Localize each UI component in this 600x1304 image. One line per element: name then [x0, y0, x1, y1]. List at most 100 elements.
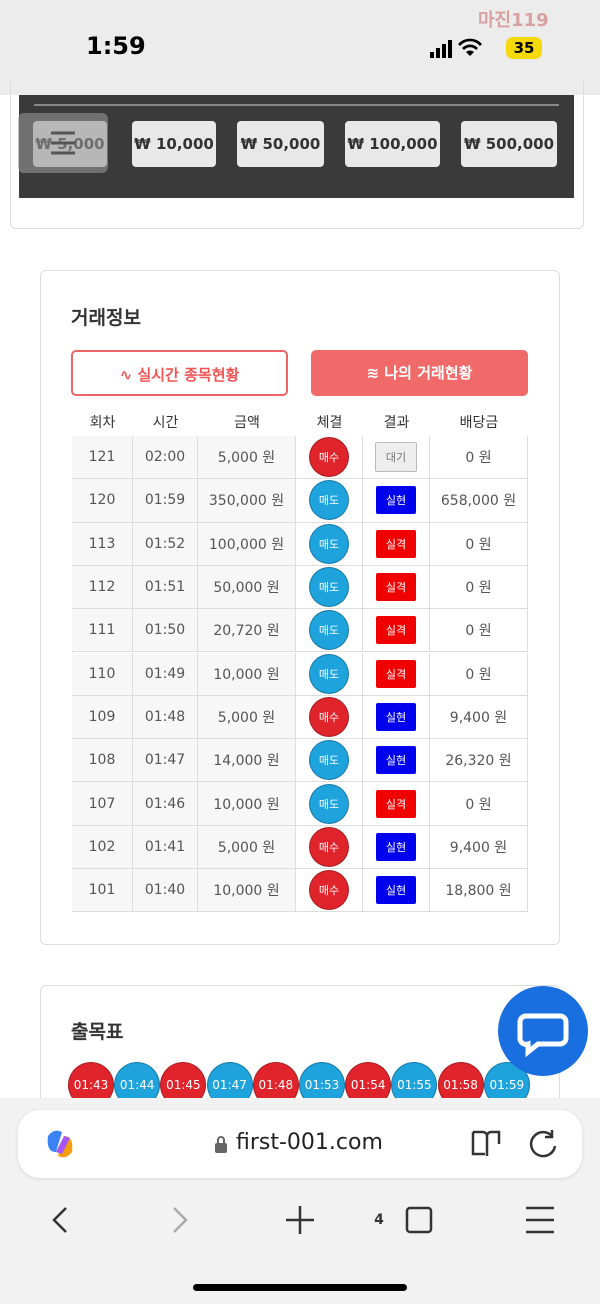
- tab-label: 나의 거래현황: [384, 364, 473, 382]
- tab[interactable]: ≋ 나의 거래현황: [311, 350, 528, 396]
- side-badge: 매도: [309, 610, 349, 651]
- table-cell: 100,000 원: [198, 522, 296, 566]
- table-cell: 107: [72, 782, 133, 826]
- side-badge: 매수: [309, 437, 349, 478]
- amount-button[interactable]: ₩ 50,000: [237, 121, 324, 167]
- table-cell: 350,000 원: [198, 479, 296, 523]
- side-badge: 매도: [309, 653, 349, 694]
- table-cell: 01:41: [133, 825, 198, 869]
- table-cell: 01:59: [133, 479, 198, 523]
- result-badge: 실격: [376, 659, 416, 688]
- side-badge: 매수: [309, 696, 349, 737]
- lock-icon: [215, 1136, 227, 1153]
- table-cell: 매수: [296, 436, 363, 480]
- table-cell: 10,000 원: [198, 782, 296, 826]
- chat-button[interactable]: [498, 986, 588, 1076]
- table-cell: 매도: [296, 609, 363, 653]
- table-cell: 실현: [363, 825, 430, 869]
- table-cell: 02:00: [133, 436, 198, 480]
- column-header: 금액: [234, 415, 260, 431]
- table-cell: 01:47: [133, 739, 198, 783]
- table-cell: 01:50: [133, 609, 198, 653]
- table-cell: 매도: [296, 565, 363, 610]
- result-badge: 실현: [376, 876, 416, 905]
- table-cell: 9,400 원: [430, 695, 528, 740]
- nav-bar[interactable]: [40, 1200, 570, 1240]
- tab-count[interactable]: 4: [374, 1212, 384, 1228]
- table-cell: 01:49: [133, 652, 198, 696]
- table-cell: 0 원: [430, 522, 528, 566]
- table-cell: 실격: [363, 522, 430, 566]
- table-cell: 실격: [363, 652, 430, 696]
- table-cell: 실현: [363, 695, 430, 740]
- column-header: 결과: [383, 415, 410, 431]
- table-cell: 01:48: [133, 695, 198, 740]
- table-cell: 18,800 원: [430, 869, 528, 913]
- table-cell: 121: [72, 436, 133, 480]
- status-bar: [0, 0, 600, 95]
- table-cell: 9,400 원: [430, 825, 528, 869]
- table-cell: 실현: [363, 739, 430, 783]
- table-cell: 0 원: [430, 652, 528, 696]
- table-cell: 50,000 원: [198, 565, 296, 610]
- side-badge: 매수: [309, 826, 349, 867]
- table-cell: 매도: [296, 652, 363, 696]
- amount-button[interactable]: ₩ 10,000: [132, 121, 216, 167]
- column-header: 체결: [316, 415, 343, 431]
- table-cell: 매도: [296, 739, 363, 783]
- table-cell: 0 원: [430, 782, 528, 826]
- table-cell: 0 원: [430, 565, 528, 610]
- column-header: 배당금: [459, 415, 499, 431]
- url[interactable]: first-001.com: [236, 1130, 383, 1155]
- table-cell: 실격: [363, 782, 430, 826]
- table-cell: 658,000 원: [430, 479, 528, 523]
- amount-button[interactable]: ₩ 100,000: [345, 121, 440, 167]
- table-cell: 108: [72, 739, 133, 783]
- table-cell: 01:51: [133, 565, 198, 610]
- section-title: 출목표: [71, 1021, 124, 1043]
- table-cell: 0 원: [430, 436, 528, 480]
- table-cell: 5,000 원: [198, 695, 296, 740]
- table-cell: 매수: [296, 695, 363, 740]
- signal-wifi: [430, 38, 482, 58]
- side-badge: 매도: [309, 567, 349, 608]
- table-cell: 109: [72, 695, 133, 740]
- table-cell: 실현: [363, 869, 430, 913]
- table-cell: 113: [72, 522, 133, 566]
- column-header: 회차: [89, 415, 116, 431]
- table-cell: 01:52: [133, 522, 198, 566]
- result-badge: 실현: [376, 702, 416, 731]
- watermark: 마진119: [478, 10, 549, 31]
- table-cell: 5,000 원: [198, 436, 296, 480]
- table-cell: 10,000 원: [198, 869, 296, 913]
- table-cell: 실격: [363, 609, 430, 653]
- table-cell: 실격: [363, 565, 430, 610]
- divider: [34, 104, 559, 106]
- home-indicator: [193, 1284, 407, 1291]
- table-cell: 102: [72, 825, 133, 869]
- table-cell: 매수: [296, 825, 363, 869]
- table-cell: 대기: [363, 436, 430, 480]
- menu-button[interactable]: [18, 113, 108, 173]
- amount-button[interactable]: ₩ 500,000: [461, 121, 557, 167]
- result-badge: 실격: [376, 616, 416, 645]
- table-cell: 01:40: [133, 869, 198, 913]
- table-cell: 5,000 원: [198, 825, 296, 869]
- result-badge: 실현: [376, 746, 416, 775]
- table-cell: 0 원: [430, 609, 528, 653]
- side-badge: 매수: [309, 870, 349, 911]
- table-cell: 10,000 원: [198, 652, 296, 696]
- table-cell: 14,000 원: [198, 739, 296, 783]
- table-cell: 매수: [296, 869, 363, 913]
- table-cell: 112: [72, 565, 133, 610]
- tab[interactable]: ∿ 실시간 종목현황: [71, 350, 288, 396]
- result-badge: 실격: [376, 573, 416, 602]
- table-cell: 26,320 원: [430, 739, 528, 783]
- table-cell: 01:46: [133, 782, 198, 826]
- copilot-icon[interactable]: [42, 1126, 78, 1162]
- side-badge: 매도: [309, 523, 349, 564]
- reader-reload[interactable]: [470, 1128, 560, 1160]
- result-badge: 실현: [376, 832, 416, 861]
